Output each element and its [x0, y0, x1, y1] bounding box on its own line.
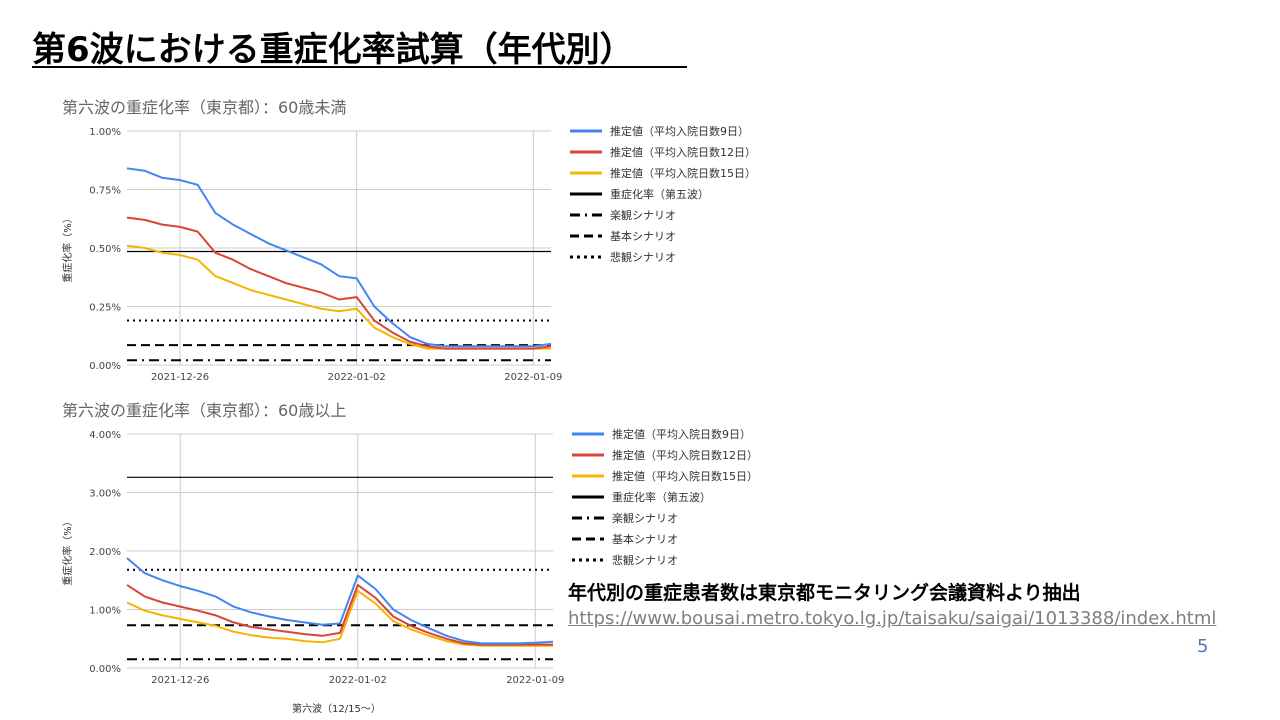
y-tick-label: 0.25% [89, 303, 121, 314]
y-tick-label: 3.00% [89, 489, 121, 500]
source-link[interactable]: https://www.bousai.metro.tokyo.lg.jp/tai… [568, 608, 1217, 629]
series-line-0 [126, 167, 552, 348]
legend-item-3: 重症化率（第五波） [612, 490, 711, 504]
y-tick-label: 2.00% [89, 547, 121, 558]
legend-item-3: 重症化率（第五波） [610, 187, 709, 201]
legend-item-1: 推定値（平均入院日数12日） [610, 145, 756, 159]
x-tick-label: 2022-01-09 [506, 675, 564, 686]
x-tick-label: 2021-12-26 [151, 372, 209, 383]
y-tick-label: 0.75% [89, 186, 121, 197]
legend-item-5: 基本シナリオ [612, 532, 678, 546]
y-axis-label: 重症化率（%） [61, 516, 74, 586]
chart-title-under-60: 第六波の重症化率（東京都）：60歳未満 [62, 98, 347, 117]
series-line-2 [126, 589, 553, 647]
legend-item-0: 推定値（平均入院日数9日） [610, 124, 749, 138]
legend-item-0: 推定値（平均入院日数9日） [612, 427, 751, 441]
legend-item-2: 推定値（平均入院日数15日） [610, 166, 756, 180]
series-line-1 [126, 216, 552, 350]
y-tick-label: 1.00% [89, 127, 121, 138]
series-line-1 [126, 583, 553, 646]
y-tick-label: 4.00% [89, 430, 121, 441]
legend-item-1: 推定値（平均入院日数12日） [612, 448, 758, 462]
x-tick-label: 2021-12-26 [151, 675, 209, 686]
y-axis-label: 重症化率（%） [61, 213, 74, 283]
x-tick-label: 2022-01-09 [504, 372, 562, 383]
series-line-0 [126, 557, 554, 645]
chart-title-60-plus: 第六波の重症化率（東京都）：60歳以上 [62, 401, 347, 420]
y-tick-label: 1.00% [89, 606, 121, 617]
legend-item-2: 推定値（平均入院日数15日） [612, 469, 758, 483]
x-tick-label: 2022-01-02 [329, 675, 387, 686]
source-note: 年代別の重症患者数は東京都モニタリング会議資料より抽出 [568, 582, 1081, 604]
legend-item-5: 基本シナリオ [610, 229, 676, 243]
y-tick-label: 0.00% [89, 664, 121, 675]
y-tick-label: 0.00% [89, 361, 121, 372]
legend-item-4: 楽観シナリオ [610, 208, 676, 222]
legend-item-6: 悲観シナリオ [612, 553, 678, 567]
legend-item-6: 悲観シナリオ [610, 250, 676, 264]
x-tick-label: 2022-01-02 [328, 372, 386, 383]
slide-title: 第6波における重症化率試算（年代別） [32, 30, 634, 70]
title-underline [32, 66, 687, 68]
page-number: 5 [1197, 636, 1209, 657]
x-axis-label: 第六波（12/15～） [292, 704, 381, 715]
y-tick-label: 0.50% [89, 244, 121, 255]
legend-item-4: 楽観シナリオ [612, 511, 678, 525]
